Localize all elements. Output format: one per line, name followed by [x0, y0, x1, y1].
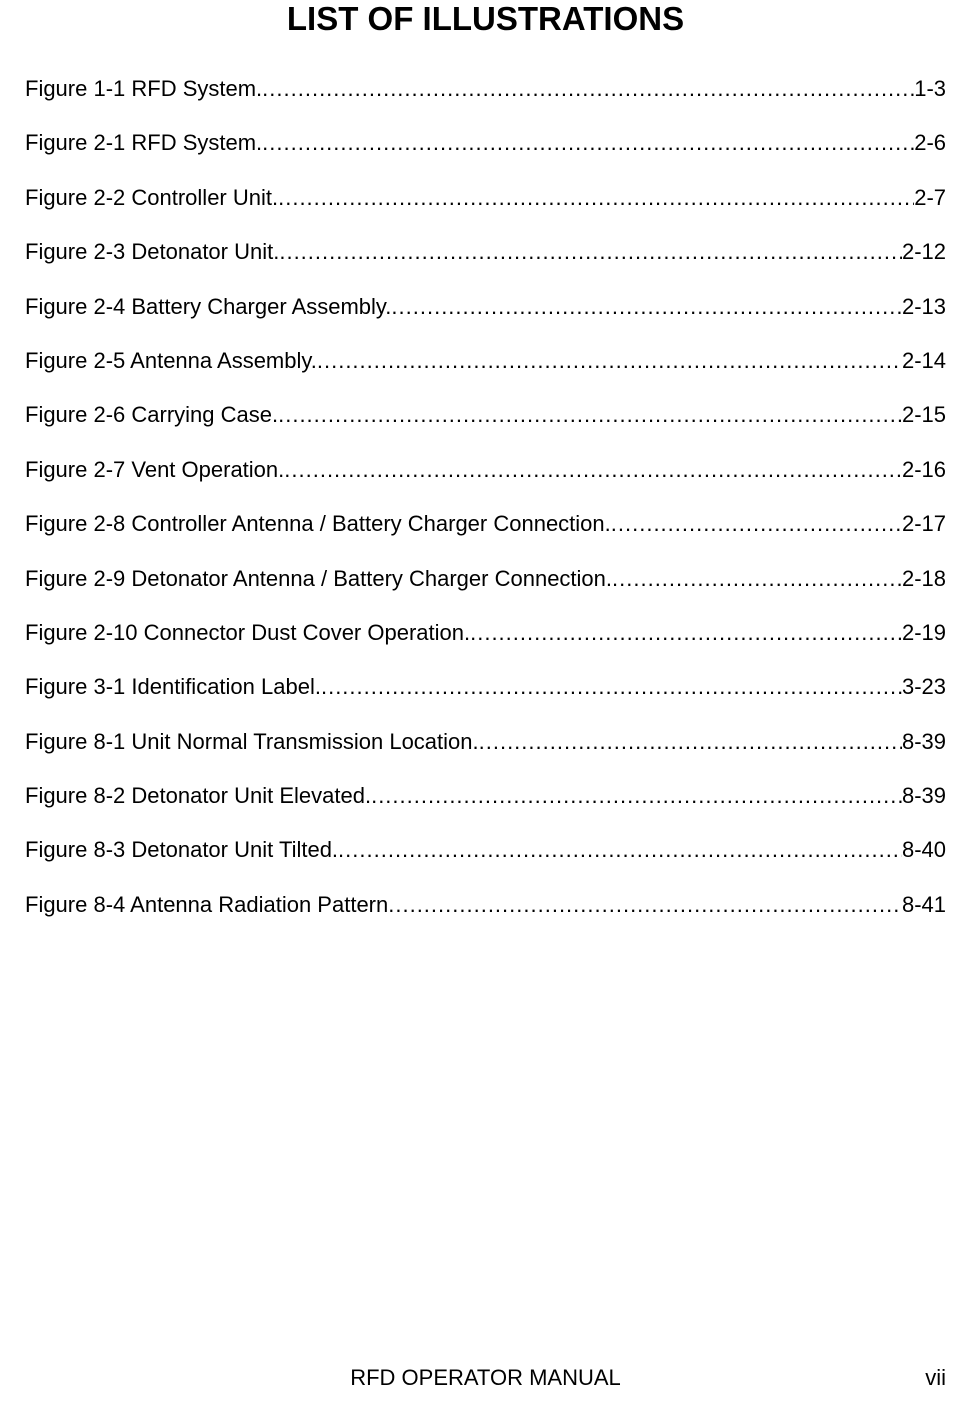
toc-entry-label: Figure 8-4 Antenna Radiation Pattern [25, 892, 388, 918]
toc-entry: Figure 2-4 Battery Charger Assembly. 2-13 [25, 294, 946, 320]
toc-entry-label: Figure 2-3 Detonator Unit. [25, 239, 279, 265]
toc-entry: Figure 2-6 Carrying Case. 2-15 [25, 402, 946, 428]
toc-entry-page: 2-12 [902, 239, 946, 265]
toc-dot-leader [284, 457, 902, 483]
toc-entry: Figure 8-1 Unit Normal Transmission Loca… [25, 729, 946, 755]
toc-entry: Figure 2-7 Vent Operation. 2-16 [25, 457, 946, 483]
toc-entry-label: Figure 2-4 Battery Charger Assembly. [25, 294, 391, 320]
toc-entry-label: Figure 2-8 Controller Antenna / Battery … [25, 511, 611, 537]
toc-dot-leader [371, 783, 902, 809]
toc-entry: Figure 8-3 Detonator Unit Tilted. 8-40 [25, 837, 946, 863]
toc-entry-page: 2-19 [902, 620, 946, 646]
toc-dot-leader [338, 837, 902, 863]
toc-entry-label: Figure 2-2 Controller Unit. [25, 185, 278, 211]
toc-entry-label: Figure 8-1 Unit Normal Transmission Loca… [25, 729, 479, 755]
footer-center-text: RFD OPERATOR MANUAL [25, 1365, 946, 1391]
document-page: LIST OF ILLUSTRATIONS Figure 1-1 RFD Sys… [0, 0, 971, 1411]
toc-entry-page: 2-14 [902, 348, 946, 374]
toc-entry: Figure 2-8 Controller Antenna / Battery … [25, 511, 946, 537]
toc-entry: Figure 8-2 Detonator Unit Elevated. 8-39 [25, 783, 946, 809]
toc-entry-label: Figure 2-1 RFD System. [25, 130, 262, 156]
toc-dot-leader [470, 620, 902, 646]
toc-entry-page: 8-39 [902, 783, 946, 809]
toc-dot-leader [279, 239, 902, 265]
toc-entry-page: 2-6 [914, 130, 946, 156]
toc-entry-page: 8-40 [902, 837, 946, 863]
toc-entry: Figure 2-3 Detonator Unit. 2-12 [25, 239, 946, 265]
toc-dot-leader [321, 674, 902, 700]
toc-entry-label: Figure 2-5 Antenna Assembly. [25, 348, 317, 374]
toc-dot-leader [262, 76, 914, 102]
toc-entry: Figure 2-5 Antenna Assembly. 2-14 [25, 348, 946, 374]
toc-dot-leader [278, 402, 902, 428]
toc-entry-label: Figure 2-9 Detonator Antenna / Battery C… [25, 566, 612, 592]
toc-entry-page: 2-7 [914, 185, 946, 211]
toc-entry-label: Figure 3-1 Identification Label. [25, 674, 321, 700]
toc-entry-page: 2-17 [902, 511, 946, 537]
toc-entry: Figure 2-9 Detonator Antenna / Battery C… [25, 566, 946, 592]
toc-entry-page: 2-18 [902, 566, 946, 592]
toc-entry-label: Figure 2-10 Connector Dust Cover Operati… [25, 620, 470, 646]
toc-dot-leader [611, 511, 902, 537]
toc-dot-leader [391, 294, 902, 320]
page-title: LIST OF ILLUSTRATIONS [25, 0, 946, 38]
toc-dot-leader [262, 130, 914, 156]
toc-entry: Figure 3-1 Identification Label. 3-23 [25, 674, 946, 700]
toc-entry-page: 2-16 [902, 457, 946, 483]
toc-entry: Figure 2-2 Controller Unit. 2-7 [25, 185, 946, 211]
toc-dot-leader [317, 348, 902, 374]
toc-entry: Figure 2-10 Connector Dust Cover Operati… [25, 620, 946, 646]
toc-entry: Figure 2-1 RFD System. 2-6 [25, 130, 946, 156]
toc-entry-page: 8-39 [902, 729, 946, 755]
toc-dot-leader [278, 185, 914, 211]
illustration-list: Figure 1-1 RFD System. 1-3 Figure 2-1 RFD… [25, 76, 946, 918]
toc-dot-leader [388, 892, 902, 918]
toc-dot-leader [612, 566, 902, 592]
toc-dot-leader [479, 729, 902, 755]
toc-entry-page: 2-13 [902, 294, 946, 320]
toc-entry-page: 3-23 [902, 674, 946, 700]
toc-entry-page: 1-3 [914, 76, 946, 102]
toc-entry-page: 2-15 [902, 402, 946, 428]
page-footer: RFD OPERATOR MANUAL vii [25, 1365, 946, 1391]
toc-entry-label: Figure 8-3 Detonator Unit Tilted. [25, 837, 338, 863]
toc-entry-page: 8-41 [902, 892, 946, 918]
toc-entry-label: Figure 1-1 RFD System. [25, 76, 262, 102]
toc-entry-label: Figure 2-6 Carrying Case. [25, 402, 278, 428]
toc-entry: Figure 1-1 RFD System. 1-3 [25, 76, 946, 102]
toc-entry-label: Figure 2-7 Vent Operation. [25, 457, 284, 483]
toc-entry-label: Figure 8-2 Detonator Unit Elevated. [25, 783, 371, 809]
toc-entry: Figure 8-4 Antenna Radiation Pattern 8-4… [25, 892, 946, 918]
